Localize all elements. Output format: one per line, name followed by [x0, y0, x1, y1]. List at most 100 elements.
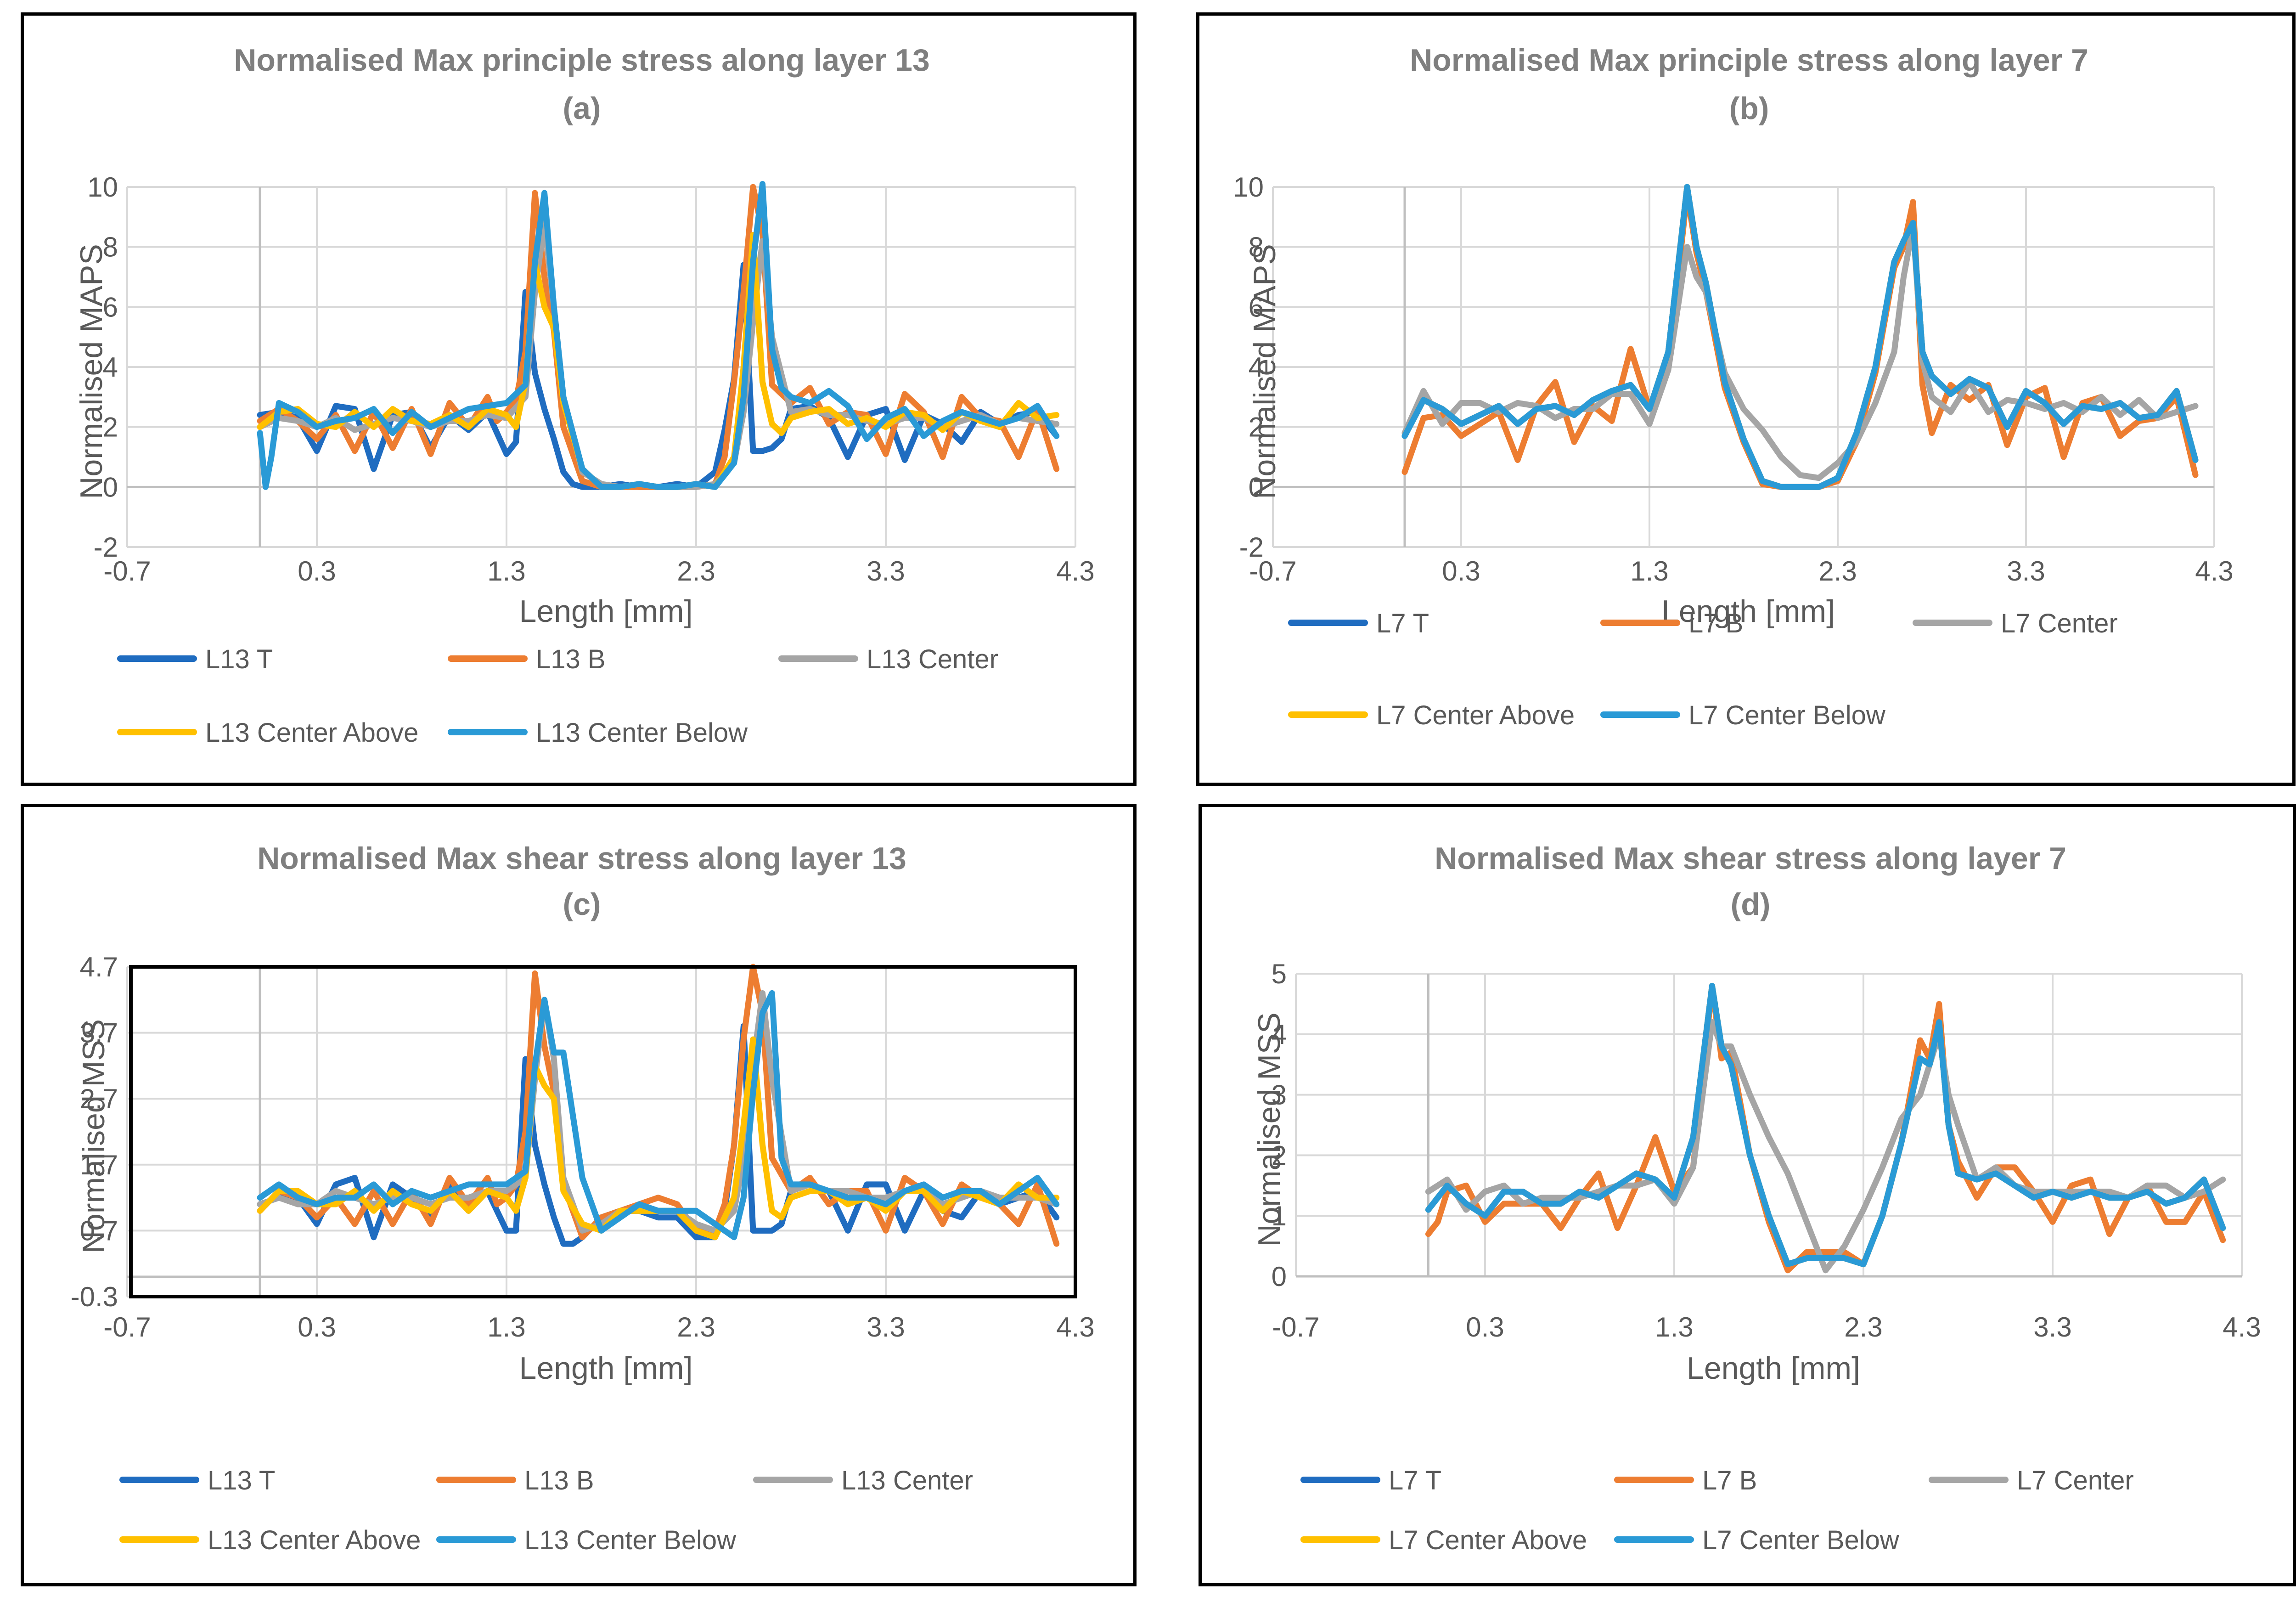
- series-line-center: [1425, 1019, 2226, 1274]
- y-tick-label: 4: [1249, 352, 1264, 383]
- legend-label: L7 Center: [2001, 609, 2118, 638]
- y-tick-label: 4: [1272, 1019, 1287, 1050]
- chart-b: Normalised Max principle stress along la…: [1233, 43, 2233, 730]
- x-tick-label: -0.7: [103, 556, 151, 587]
- x-tick-label: 2.3: [1844, 1312, 1882, 1343]
- y-tick-label: 0: [103, 472, 118, 502]
- legend-label: L7 Center Below: [1688, 700, 1886, 730]
- legend-label: L7 T: [1389, 1466, 1441, 1495]
- y-tick-label: 0: [1249, 472, 1264, 502]
- x-axis-title: Length [mm]: [519, 1351, 693, 1386]
- x-tick-label: 2.3: [1818, 556, 1857, 587]
- chart-panel-b: Normalised Max principle stress along la…: [1196, 12, 2296, 786]
- y-tick-label: 10: [1233, 172, 1264, 203]
- legend-label: L13 Center: [841, 1466, 973, 1495]
- chart-title: Normalised Max principle stress along la…: [1410, 43, 2088, 78]
- y-tick-label: 3: [1272, 1080, 1287, 1111]
- x-tick-label: 4.3: [2195, 556, 2233, 587]
- y-tick-label: 0: [1272, 1261, 1287, 1292]
- chart-title: Normalised Max principle stress along la…: [234, 43, 930, 78]
- legend-label: L13 Center Below: [524, 1525, 737, 1555]
- legend-label: L7 B: [1688, 609, 1743, 638]
- chart-title: Normalised Max shear stress along layer …: [1435, 841, 2066, 876]
- series-line-center: [1401, 223, 2199, 481]
- x-axis-title: Length [mm]: [1687, 1351, 1860, 1386]
- chart-panel-d: Normalised Max shear stress along layer …: [1199, 804, 2296, 1586]
- y-tick-label: 2: [1249, 412, 1264, 443]
- chart-panel-c: Normalised Max shear stress along layer …: [21, 804, 1137, 1586]
- series-line-b: [1425, 982, 2226, 1274]
- legend-label: L13 T: [208, 1466, 275, 1495]
- x-tick-label: 4.3: [1056, 556, 1094, 587]
- x-tick-label: 1.3: [487, 1312, 525, 1343]
- y-tick-label: 2: [103, 412, 118, 443]
- legend-label: L13 Center Above: [208, 1525, 421, 1555]
- x-tick-label: 2.3: [677, 1312, 715, 1343]
- x-tick-label: 0.3: [298, 1312, 336, 1343]
- y-tick-label: 1: [1272, 1201, 1287, 1231]
- x-tick-label: 3.3: [2007, 556, 2045, 587]
- chart-a: Normalised Max principle stress along la…: [74, 43, 1095, 748]
- y-tick-label: 6: [103, 292, 118, 322]
- y-axis-title: Normalised MSS: [76, 1019, 111, 1253]
- series-line-centerbelow: [1401, 184, 2199, 490]
- y-tick-label: 0.7: [80, 1215, 118, 1246]
- y-tick-label: 2: [1272, 1140, 1287, 1171]
- x-tick-label: 1.3: [487, 556, 525, 587]
- chart-subtitle: (a): [563, 91, 601, 126]
- x-axis-title: Length [mm]: [1661, 594, 1835, 629]
- y-tick-label: 4.7: [80, 952, 118, 982]
- x-tick-label: 3.3: [2033, 1312, 2071, 1343]
- legend-label: L13 Center: [867, 644, 998, 674]
- y-tick-label: 8: [1249, 232, 1264, 263]
- y-axis-title: Normalised MAPS: [1247, 244, 1282, 499]
- legend-label: L7 T: [1376, 609, 1429, 638]
- series-line-centerbelow: [257, 181, 1060, 490]
- legend-label: L13 B: [524, 1466, 594, 1495]
- x-tick-label: -0.7: [103, 1312, 151, 1343]
- y-tick-label: 3.7: [80, 1018, 118, 1049]
- chart-title: Normalised Max shear stress along layer …: [257, 841, 906, 876]
- series-line-t: [257, 262, 1060, 490]
- legend-label: L7 Center: [2017, 1466, 2134, 1495]
- series-line-centerbelow: [257, 990, 1060, 1241]
- y-tick-label: 6: [1249, 292, 1264, 322]
- x-tick-label: -0.7: [1249, 556, 1296, 587]
- x-tick-label: 4.3: [2223, 1312, 2261, 1343]
- chart-subtitle: (c): [563, 887, 601, 922]
- y-tick-label: -2: [1239, 532, 1264, 563]
- y-tick-label: 5: [1272, 959, 1287, 989]
- chart-subtitle: (d): [1731, 887, 1771, 922]
- y-tick-label: 2.7: [80, 1083, 118, 1114]
- x-tick-label: 1.3: [1630, 556, 1668, 587]
- x-tick-label: 4.3: [1056, 1312, 1094, 1343]
- x-tick-label: 3.3: [867, 1312, 905, 1343]
- series-line-centerabove: [257, 1036, 1060, 1241]
- y-axis-title: Normalised MAPS: [74, 244, 109, 499]
- chart-subtitle: (b): [1729, 91, 1769, 126]
- y-tick-label: 10: [87, 172, 118, 203]
- chart-c: Normalised Max shear stress along layer …: [71, 841, 1095, 1555]
- x-tick-label: -0.7: [1272, 1312, 1319, 1343]
- y-tick-label: 4: [103, 352, 118, 383]
- plot-frame: [129, 965, 1077, 1298]
- y-tick-label: 8: [103, 232, 118, 263]
- legend-label: L7 Center Below: [1702, 1525, 1900, 1555]
- y-tick-label: -2: [94, 532, 118, 563]
- series-line-b: [1401, 190, 2199, 490]
- legend-label: L13 T: [205, 644, 273, 674]
- series-line-centerbelow: [1425, 982, 2226, 1268]
- legend-label: L13 Center Below: [536, 718, 748, 748]
- legend-label: L13 B: [536, 644, 606, 674]
- legend-label: L7 Center Above: [1389, 1525, 1587, 1555]
- x-axis-title: Length [mm]: [519, 594, 693, 629]
- y-axis-title: Normalised MSS: [1252, 1012, 1287, 1247]
- y-tick-label: -0.3: [71, 1281, 118, 1312]
- x-tick-label: 2.3: [677, 556, 715, 587]
- y-tick-label: 1.7: [80, 1150, 118, 1180]
- x-tick-label: 1.3: [1655, 1312, 1693, 1343]
- legend-label: L13 Center Above: [205, 718, 418, 748]
- chart-d: Normalised Max shear stress along layer …: [1252, 841, 2261, 1555]
- x-tick-label: 0.3: [298, 556, 336, 587]
- chart-panel-a: Normalised Max principle stress along la…: [21, 12, 1137, 786]
